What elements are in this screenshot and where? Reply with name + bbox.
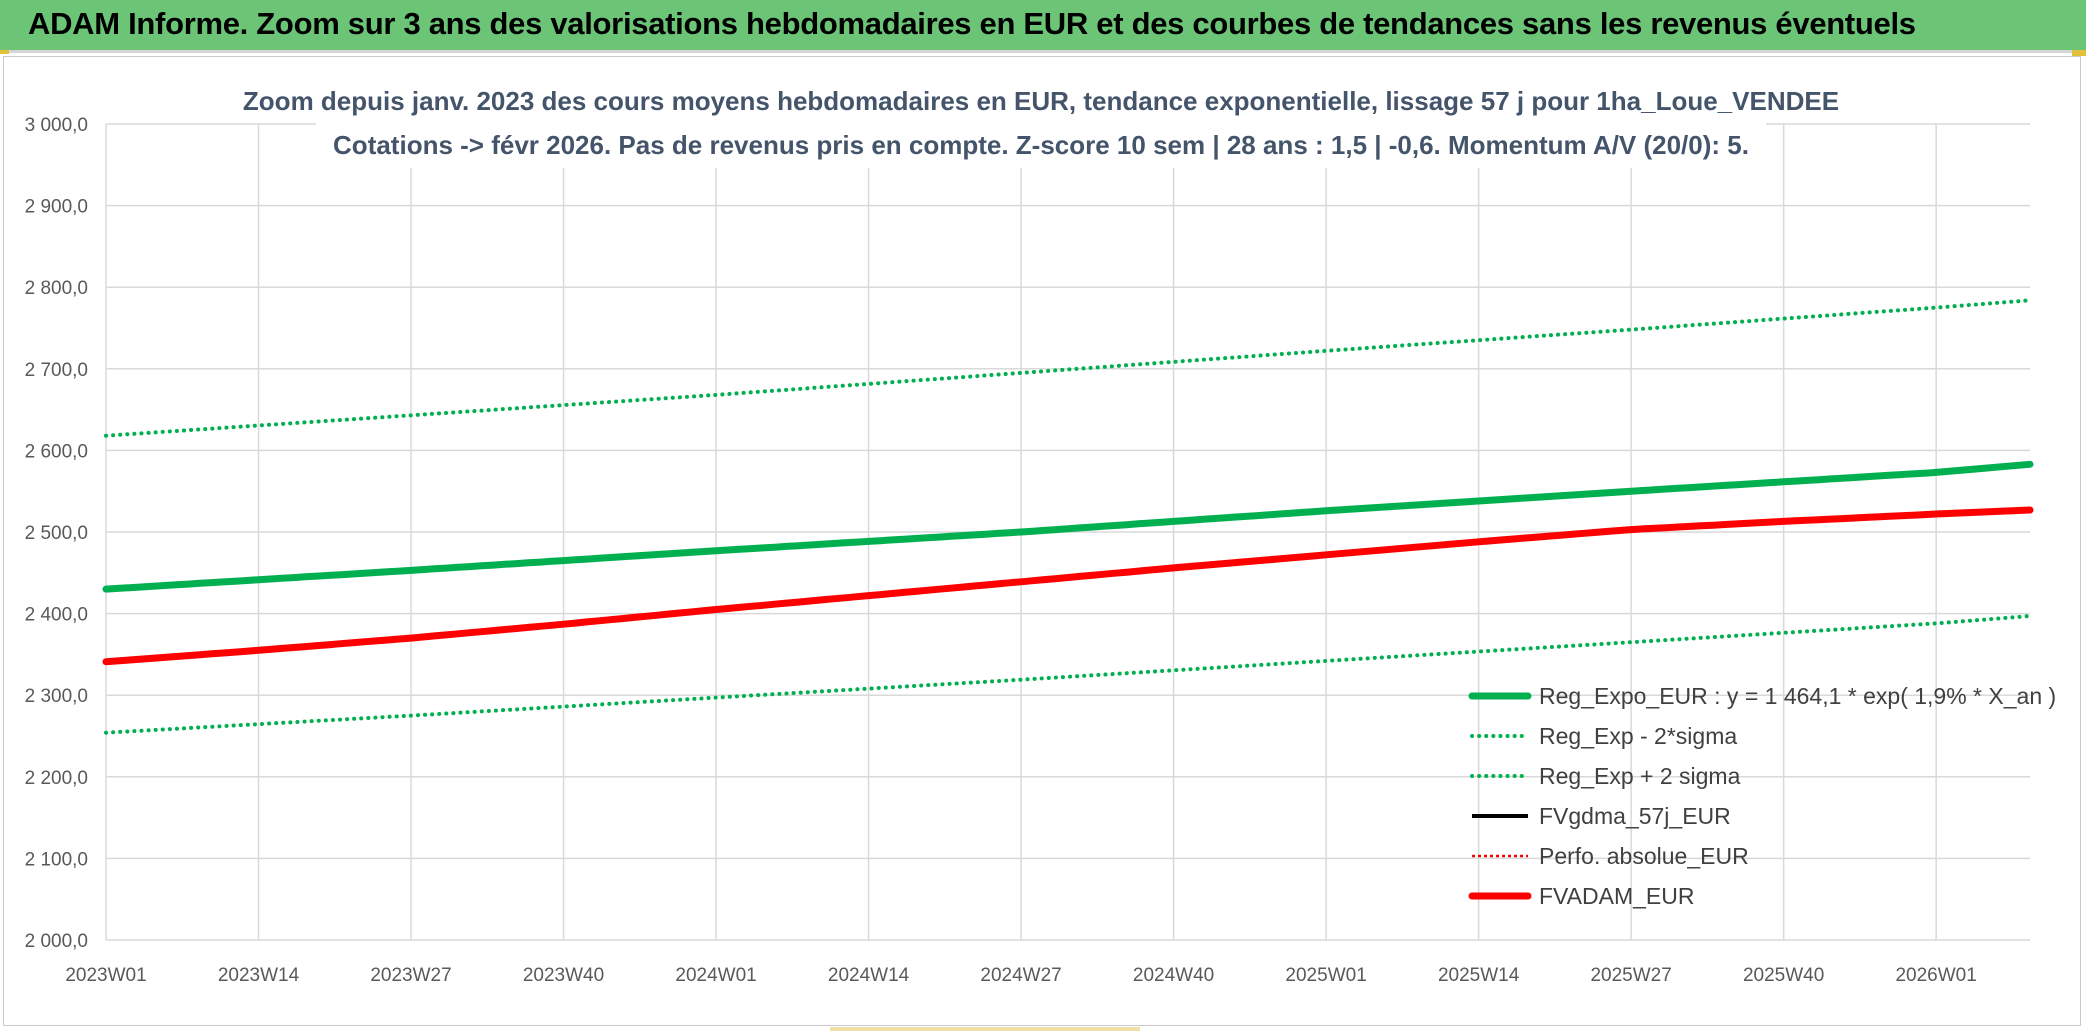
y-tick-label: 2 600,0 — [25, 441, 88, 462]
x-tick-label: 2023W40 — [523, 965, 604, 986]
x-tick-label: 2024W01 — [675, 965, 756, 986]
y-tick-label: 2 500,0 — [25, 523, 88, 544]
x-tick-label: 2023W14 — [218, 965, 300, 986]
x-tick-label: 2023W27 — [370, 965, 451, 986]
x-tick-label: 2025W40 — [1743, 965, 1824, 986]
series-line — [104, 298, 2032, 438]
x-tick-label: 2024W40 — [1133, 965, 1214, 986]
series-lines — [102, 298, 2034, 735]
x-tick-label: 2025W01 — [1285, 965, 1366, 986]
y-tick-label: 2 800,0 — [25, 278, 88, 299]
legend-label: FVgdma_57j_EUR — [1539, 803, 1731, 829]
x-tick-label: 2024W14 — [828, 965, 910, 986]
y-tick-label: 2 300,0 — [25, 686, 88, 707]
x-tick-label: 2025W27 — [1590, 965, 1671, 986]
y-tick-label: 2 100,0 — [25, 849, 88, 870]
banner-accent-right — [2072, 50, 2086, 56]
chart-title-background — [316, 80, 1766, 168]
y-tick-label: 2 000,0 — [25, 931, 88, 952]
series-line — [102, 506, 2034, 666]
chart-area — [3, 56, 2081, 1026]
y-tick-label: 2 700,0 — [25, 360, 88, 381]
legend-label: Reg_Expo_EUR : y = 1 464,1 * exp( 1,9% *… — [1539, 683, 2056, 709]
bottom-accent — [830, 1027, 1140, 1031]
y-axis-ticks: 2 000,0 2 100,0 2 200,0 2 300,0 2 400,0 2 500… — [25, 115, 88, 952]
x-tick-label: 2024W27 — [980, 965, 1061, 986]
y-tick-label: 3 000,0 — [25, 115, 88, 136]
legend-label: Perfo. absolue_EUR — [1539, 843, 1749, 869]
report-title: ADAM Informe. Zoom sur 3 ans des valoris… — [28, 6, 1916, 41]
x-tick-label: 2025W14 — [1438, 965, 1520, 986]
x-tick-label: 2023W01 — [65, 965, 146, 986]
series-line — [104, 614, 2032, 735]
banner-accent-left — [0, 50, 9, 54]
chart-title-line1: Zoom depuis janv. 2023 des cours moyens … — [243, 86, 1839, 116]
legend: Reg_Expo_EUR : y = 1 464,1 * exp( 1,9% *… — [1468, 683, 2056, 909]
chart-title-line2: Cotations -> févr 2026. Pas de revenus p… — [333, 130, 1749, 160]
x-axis-ticks: 2023W01 2023W14 2023W27 2023W40 2024W01 2024W… — [65, 965, 1976, 986]
legend-label: Reg_Exp - 2*sigma — [1539, 723, 1737, 749]
y-tick-label: 2 400,0 — [25, 605, 88, 626]
y-tick-label: 2 900,0 — [25, 197, 88, 218]
report-banner: ADAM Informe. Zoom sur 3 ans des valoris… — [0, 0, 2086, 53]
legend-label: FVADAM_EUR — [1539, 883, 1695, 909]
y-tick-label: 2 200,0 — [25, 768, 88, 789]
legend-label: Reg_Exp + 2 sigma — [1539, 763, 1741, 789]
x-tick-label: 2026W01 — [1895, 965, 1976, 986]
series-line — [102, 460, 2034, 593]
